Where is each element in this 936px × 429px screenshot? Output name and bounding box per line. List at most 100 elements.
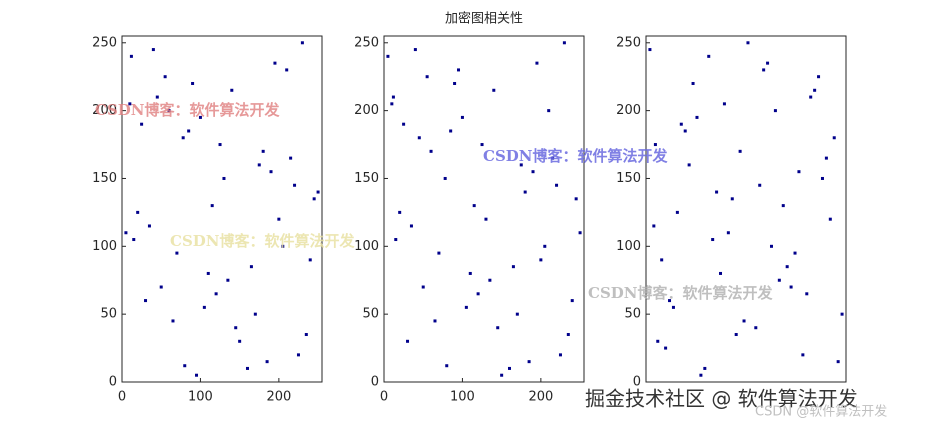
point (734, 333, 738, 337)
point (409, 224, 413, 228)
point (214, 292, 218, 296)
point (253, 312, 257, 316)
point (195, 373, 199, 377)
point (785, 265, 789, 269)
point (269, 170, 273, 174)
point (832, 136, 836, 140)
point (128, 102, 132, 106)
point (691, 81, 695, 85)
point (715, 190, 719, 194)
point (124, 231, 128, 235)
y-tick-label: 100 (354, 239, 379, 254)
point (226, 278, 230, 282)
point (151, 48, 155, 52)
point (523, 190, 527, 194)
point (679, 122, 683, 126)
y-tick-label: 50 (362, 307, 379, 322)
point (742, 319, 746, 323)
point (519, 163, 523, 167)
point (570, 299, 574, 303)
point (840, 312, 844, 316)
x-tick-label: 0 (118, 390, 126, 405)
y-tick-label: 100 (92, 239, 117, 254)
y-tick-label: 200 (354, 103, 379, 118)
point (683, 129, 687, 133)
point (159, 285, 163, 289)
point (147, 224, 151, 228)
point (429, 149, 433, 153)
point (652, 224, 656, 228)
x-tick-label: 100 (450, 390, 475, 405)
point (574, 197, 578, 201)
point (653, 143, 657, 147)
point (551, 156, 555, 160)
y-tick-label: 50 (100, 307, 117, 322)
point (191, 81, 195, 85)
point (261, 149, 265, 153)
point (293, 183, 297, 187)
point (144, 299, 148, 303)
watermark: CSDN博客：软件算法开发 (95, 101, 280, 119)
point (265, 360, 269, 364)
point (828, 217, 832, 221)
point (296, 353, 300, 357)
point (394, 238, 398, 242)
watermark: CSDN @软件算法开发 (755, 404, 887, 420)
y-tick-label: 250 (354, 35, 379, 50)
point (539, 258, 543, 262)
point (187, 129, 191, 133)
point (163, 75, 167, 79)
point (181, 136, 185, 140)
point (468, 271, 472, 275)
point (703, 366, 707, 370)
point (566, 333, 570, 337)
point (671, 305, 675, 309)
point (535, 61, 539, 65)
point (801, 353, 805, 357)
point (500, 373, 504, 377)
watermark: 掘金技术社区 @ 软件算法开发 (585, 387, 858, 411)
point (417, 136, 421, 140)
point (391, 95, 395, 99)
point (543, 244, 547, 248)
point (129, 54, 133, 58)
point (386, 54, 390, 58)
point (480, 143, 484, 147)
point (140, 122, 144, 126)
point (496, 326, 500, 330)
point (402, 122, 406, 126)
point (472, 204, 476, 208)
y-tick-label: 100 (616, 239, 641, 254)
point (817, 75, 821, 79)
point (531, 170, 535, 174)
point (421, 285, 425, 289)
point (210, 204, 214, 208)
point (136, 210, 140, 214)
point (285, 68, 289, 72)
point (507, 366, 511, 370)
point (300, 41, 304, 45)
point (738, 149, 742, 153)
point (464, 305, 468, 309)
point (281, 244, 285, 248)
point (492, 88, 496, 92)
y-tick-label: 150 (354, 171, 379, 186)
point (234, 326, 238, 330)
x-tick-label: 0 (380, 390, 388, 405)
point (171, 319, 175, 323)
point (511, 265, 515, 269)
point (218, 143, 222, 147)
point (457, 68, 461, 72)
point (797, 170, 801, 174)
point (222, 176, 226, 180)
point (245, 366, 249, 370)
point (289, 156, 293, 160)
point (488, 278, 492, 282)
point (413, 48, 417, 52)
point (406, 339, 410, 343)
point (206, 271, 210, 275)
point (789, 285, 793, 289)
y-tick-label: 150 (616, 171, 641, 186)
point (754, 326, 758, 330)
